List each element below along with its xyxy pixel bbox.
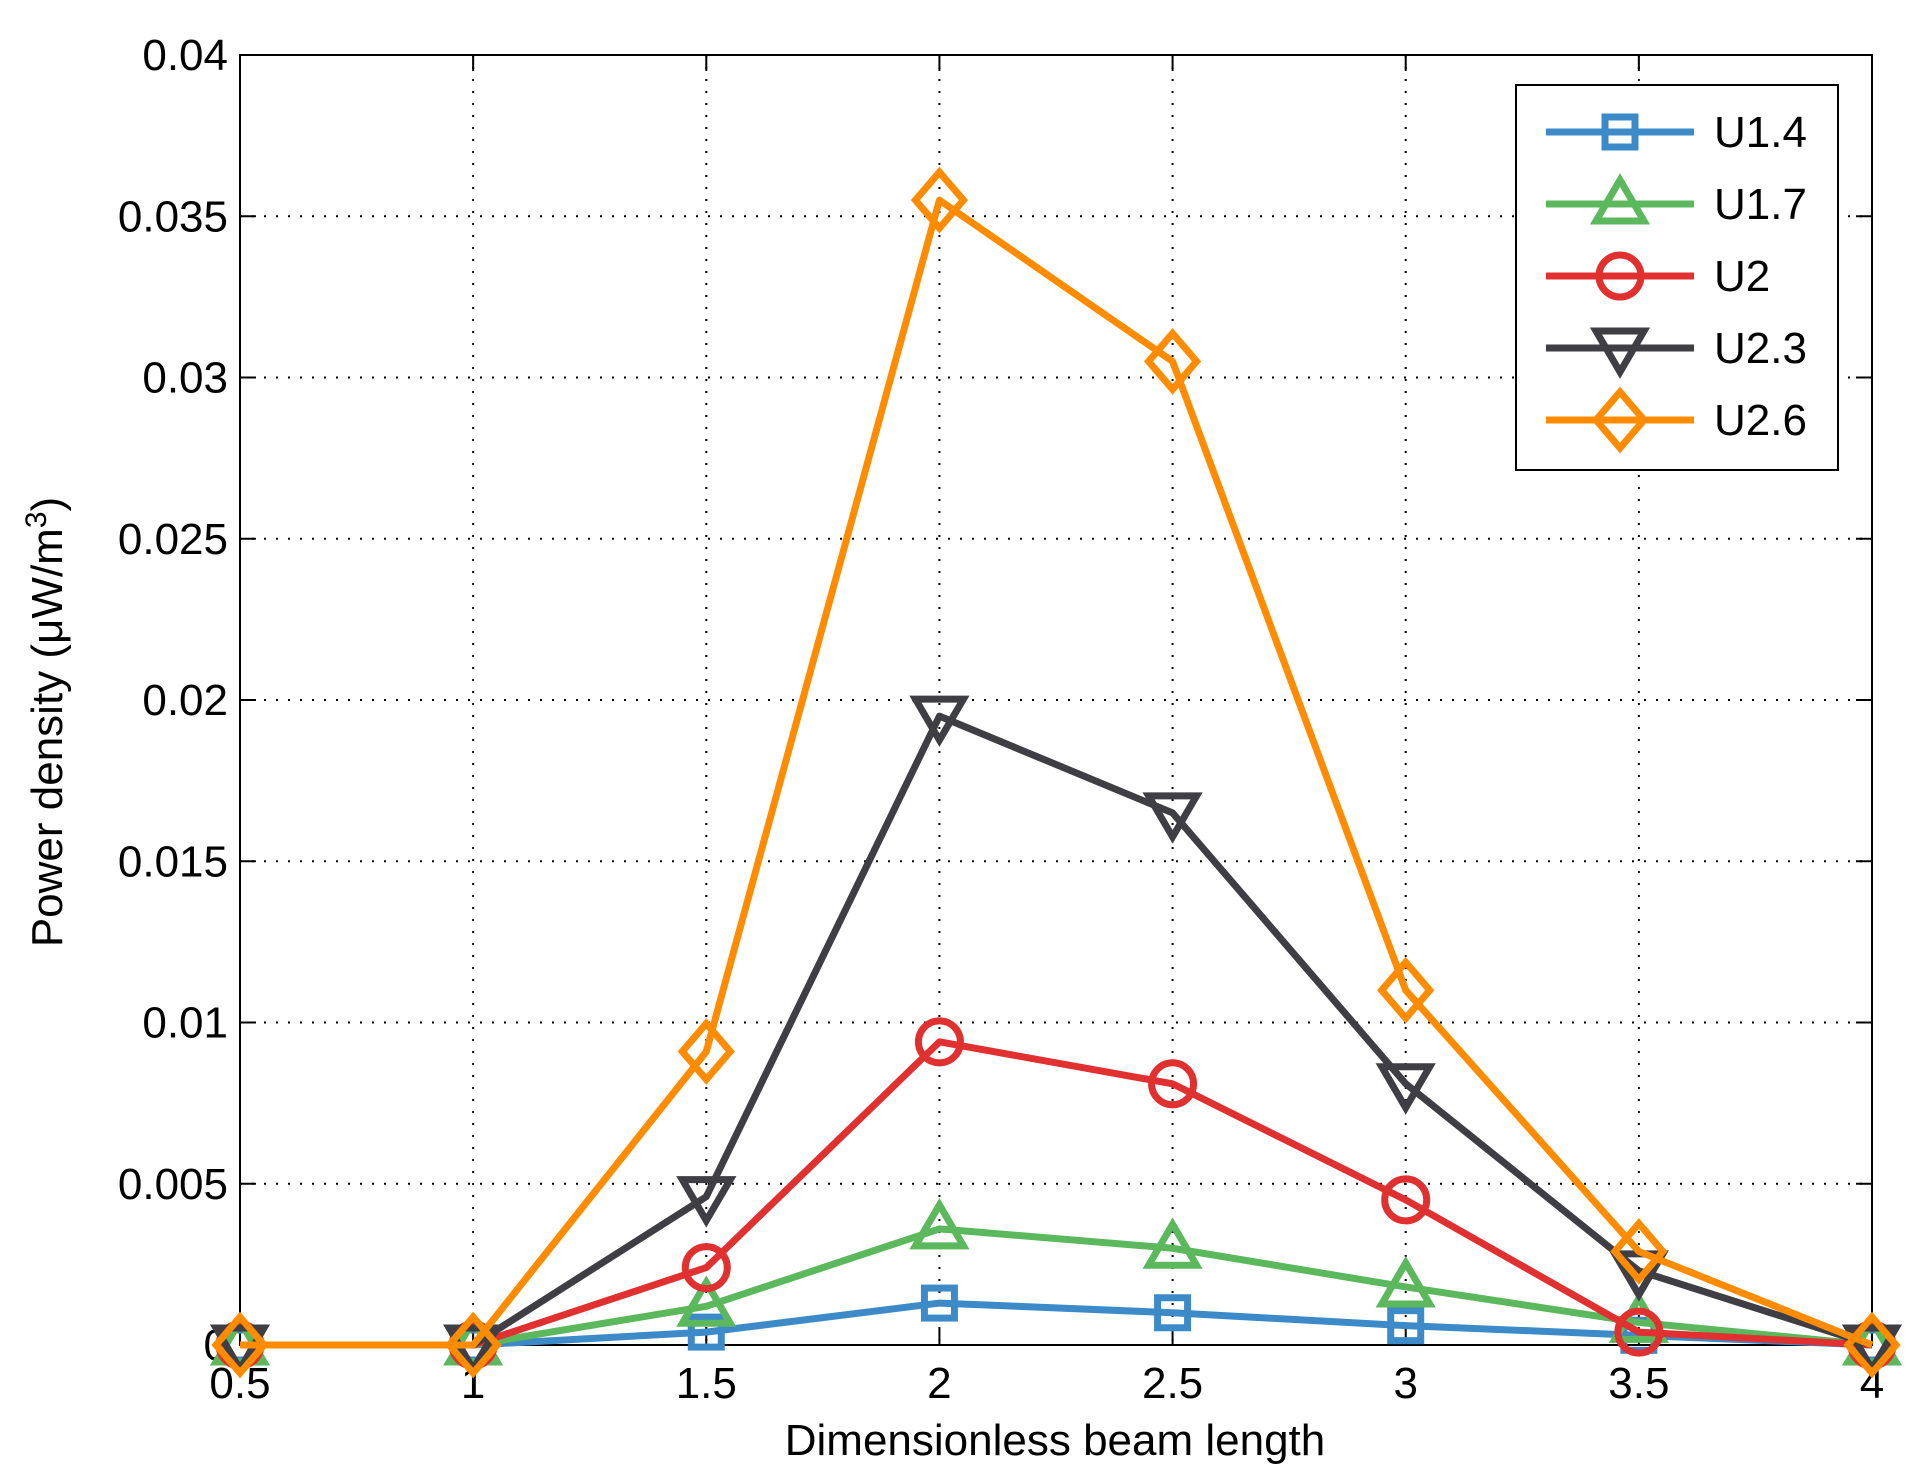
axis-ticks: 0.5 1 1.5 2 2.5 3 3.5 400.0050.010.0150.020.025…: [118, 31, 1884, 1408]
x-axis-label: Dimensionless beam length: [785, 1416, 1326, 1465]
y-axis-label-close: ): [23, 497, 72, 512]
data-point-u1-4: [920, 1284, 958, 1322]
series-line-u1-4: [240, 1299, 1873, 1349]
x-tick-label: 3.5: [1608, 1359, 1669, 1408]
legend-label: U2.3: [1714, 324, 1807, 373]
data-point-u2-6: [1377, 956, 1435, 1024]
y-tick-label: 0.035: [118, 192, 228, 241]
data-point-u2: [1614, 1307, 1664, 1357]
data-point-u1-4: [1387, 1307, 1425, 1345]
legend-marker-u2-6: [1591, 386, 1649, 454]
data-point-u2: [914, 1017, 964, 1067]
y-axis-label-superscript: 3: [20, 511, 53, 528]
data-point-u2: [1148, 1059, 1198, 1109]
legend-label: U2: [1714, 252, 1770, 301]
data-point-u1-7: [909, 1197, 970, 1250]
data-point-u1-7: [676, 1275, 737, 1327]
data-point-u2-6: [1610, 1218, 1668, 1285]
data-point-u2: [681, 1243, 731, 1293]
y-axis-label-main: Power density (μW/m: [23, 528, 72, 947]
legend-marker-u1-4: [1601, 113, 1639, 151]
data-point-u2-3: [676, 1176, 737, 1228]
legend-label: U1.4: [1714, 108, 1807, 157]
data-point-u2-6: [1143, 327, 1202, 395]
legend-entry-u1-4: U1.4: [1546, 108, 1807, 157]
data-point-u2-6: [211, 1311, 269, 1379]
y-tick-label: 0.02: [142, 676, 228, 725]
data-point-u2-6: [910, 166, 969, 234]
series-u2-6: [211, 166, 1901, 1379]
series-line-u2-3: [240, 712, 1874, 1349]
legend-entry-u2-3: U2.3: [1546, 324, 1807, 379]
x-tick-label: 1.5: [676, 1359, 737, 1408]
legend-label: U1.7: [1714, 180, 1807, 229]
data-point-u2-3: [1142, 792, 1203, 844]
data-point-u2-3: [909, 695, 970, 748]
data-point-u1-7: [1142, 1217, 1203, 1269]
y-axis-label: Power density (μW/m3): [20, 497, 72, 947]
legend: U1.4 U1.7 U2 U2.3 U2.6: [1515, 84, 1839, 471]
data-point-u2-6: [444, 1311, 502, 1379]
series-line-u1-7: [240, 1225, 1873, 1349]
legend-entry-u2-6: U2.6: [1546, 386, 1807, 454]
data-point-u2-3: [1375, 1063, 1436, 1115]
series-line-u2: [240, 1038, 1873, 1349]
y-tick-label: 0.005: [118, 1160, 228, 1209]
x-tick-label: 2.5: [1142, 1359, 1203, 1408]
y-tick-label: 0.03: [142, 354, 228, 403]
data-point-u2-6: [677, 1018, 735, 1085]
data-point-u2-6: [1843, 1311, 1901, 1379]
legend-label: U2.6: [1714, 396, 1807, 445]
legend-entry-u2: U2: [1546, 251, 1770, 301]
x-tick-label: 2: [927, 1359, 951, 1408]
data-point-u1-7: [1375, 1256, 1436, 1308]
data-point-u2: [1381, 1175, 1431, 1225]
legend-entry-u1-7: U1.7: [1546, 173, 1807, 229]
y-tick-label: 0.025: [118, 515, 228, 564]
y-tick-label: 0.04: [142, 31, 228, 80]
legend-marker-u2-3: [1589, 327, 1651, 379]
y-tick-label: 0.015: [118, 837, 228, 886]
data-point-u2-3: [1841, 1324, 1903, 1376]
legend-marker-u2: [1595, 251, 1645, 301]
series-line-u2-6: [240, 196, 1874, 1349]
legend-marker-u1-7: [1589, 173, 1651, 225]
x-tick-label: 3: [1393, 1359, 1417, 1408]
series-group: [209, 166, 1903, 1379]
data-point-u1-4: [687, 1313, 725, 1351]
data-point-u1-4: [1154, 1294, 1192, 1332]
y-tick-label: 0.01: [142, 999, 228, 1048]
grid-lines: [240, 55, 1872, 1345]
